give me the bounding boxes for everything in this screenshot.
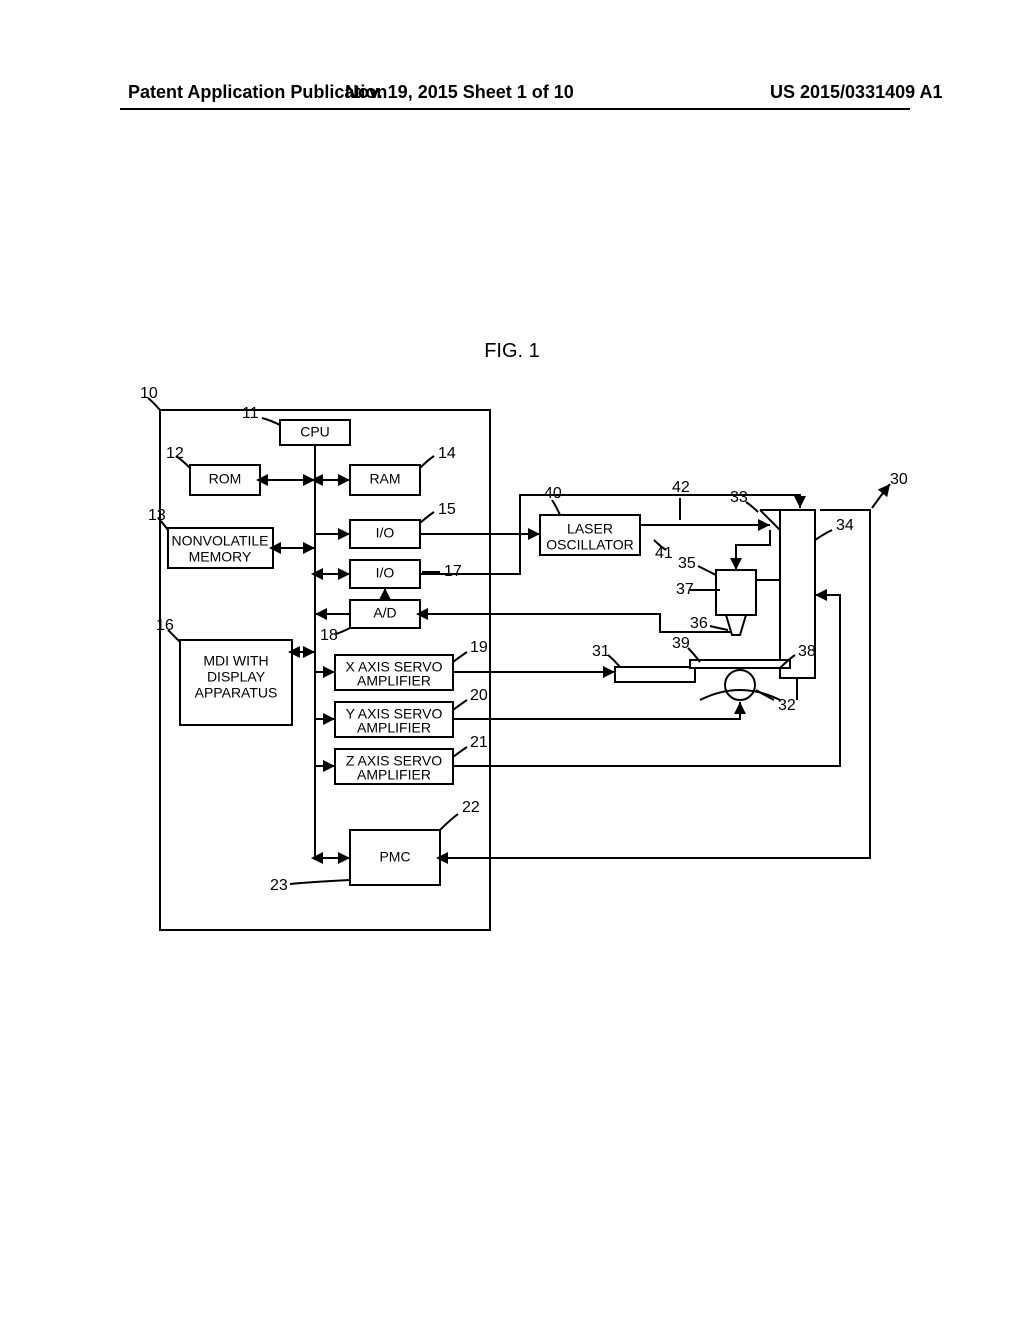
block-diagram: CPU ROM RAM NONVOLATILE MEMORY I/O I/O A…: [120, 380, 920, 940]
mdi-text-2: DISPLAY: [207, 669, 266, 685]
lbl-42: 42: [672, 479, 690, 496]
lbl-39: 39: [672, 635, 690, 652]
lbl-13: 13: [148, 507, 166, 524]
lbl-37: 37: [676, 581, 694, 598]
lbl-19: 19: [470, 639, 488, 656]
header-mid-text: Nov. 19, 2015 Sheet 1 of 10: [345, 82, 574, 103]
lbl-12: 12: [166, 445, 184, 462]
lbl-33: 33: [730, 489, 748, 506]
diagram-svg: CPU ROM RAM NONVOLATILE MEMORY I/O I/O A…: [120, 380, 920, 940]
mdi-text-1: MDI WITH: [203, 653, 268, 669]
lbl-22: 22: [462, 799, 480, 816]
lbl-40: 40: [544, 485, 562, 502]
lbl-15: 15: [438, 501, 456, 518]
lbl-38: 38: [798, 643, 816, 660]
lbl-20: 20: [470, 687, 488, 704]
header-right-text: US 2015/0331409 A1: [770, 82, 942, 103]
lbl-11: 11: [242, 405, 259, 422]
figure-title: FIG. 1: [0, 340, 1024, 363]
lbl-21: 21: [470, 734, 488, 751]
xservo-text-2: AMPLIFIER: [357, 673, 431, 689]
ld-33: [746, 502, 758, 512]
ld-31: [608, 655, 620, 667]
header-rule: [120, 108, 910, 110]
lbl-18: 18: [320, 627, 338, 644]
ld-34: [815, 530, 832, 540]
lbl-35: 35: [678, 555, 696, 572]
beam-42b: [736, 530, 770, 555]
laser-text-1: LASER: [567, 521, 613, 537]
io15-text: I/O: [376, 525, 395, 541]
lbl-30: 30: [890, 471, 908, 488]
zservo-text-2: AMPLIFIER: [357, 767, 431, 783]
roller-32: [725, 670, 755, 700]
mdi-text-3: APPARATUS: [195, 685, 278, 701]
w-y-mach: [453, 702, 740, 719]
io17-text: I/O: [376, 565, 395, 581]
mirror-33: [760, 510, 780, 530]
ld-30: [872, 484, 890, 508]
lbl-14: 14: [438, 445, 456, 462]
lbl-34: 34: [836, 517, 854, 534]
nvmem-text-2: MEMORY: [189, 549, 252, 565]
ld-40: [552, 500, 560, 515]
ld-36: [710, 626, 728, 630]
lbl-36: 36: [690, 615, 708, 632]
lbl-17: 17: [444, 563, 462, 580]
lbl-10: 10: [140, 385, 158, 402]
head-35: [716, 570, 756, 615]
pmc-text: PMC: [379, 849, 410, 865]
table-31: [615, 667, 695, 682]
lbl-41: 41: [655, 545, 673, 562]
ld-32: [756, 690, 774, 700]
lbl-32: 32: [778, 697, 796, 714]
lbl-31: 31: [592, 643, 610, 660]
nvmem-text-1: NONVOLATILE: [172, 533, 269, 549]
laser-text-2: OSCILLATOR: [546, 537, 633, 553]
ld-35: [698, 566, 716, 575]
lbl-23: 23: [270, 877, 288, 894]
ram-text: RAM: [369, 471, 400, 487]
yservo-text-2: AMPLIFIER: [357, 720, 431, 736]
cpu-text: CPU: [300, 424, 330, 440]
workpiece-39: [690, 660, 790, 668]
lbl-16: 16: [156, 617, 174, 634]
ad-text: A/D: [373, 605, 396, 621]
rom-text: ROM: [209, 471, 242, 487]
